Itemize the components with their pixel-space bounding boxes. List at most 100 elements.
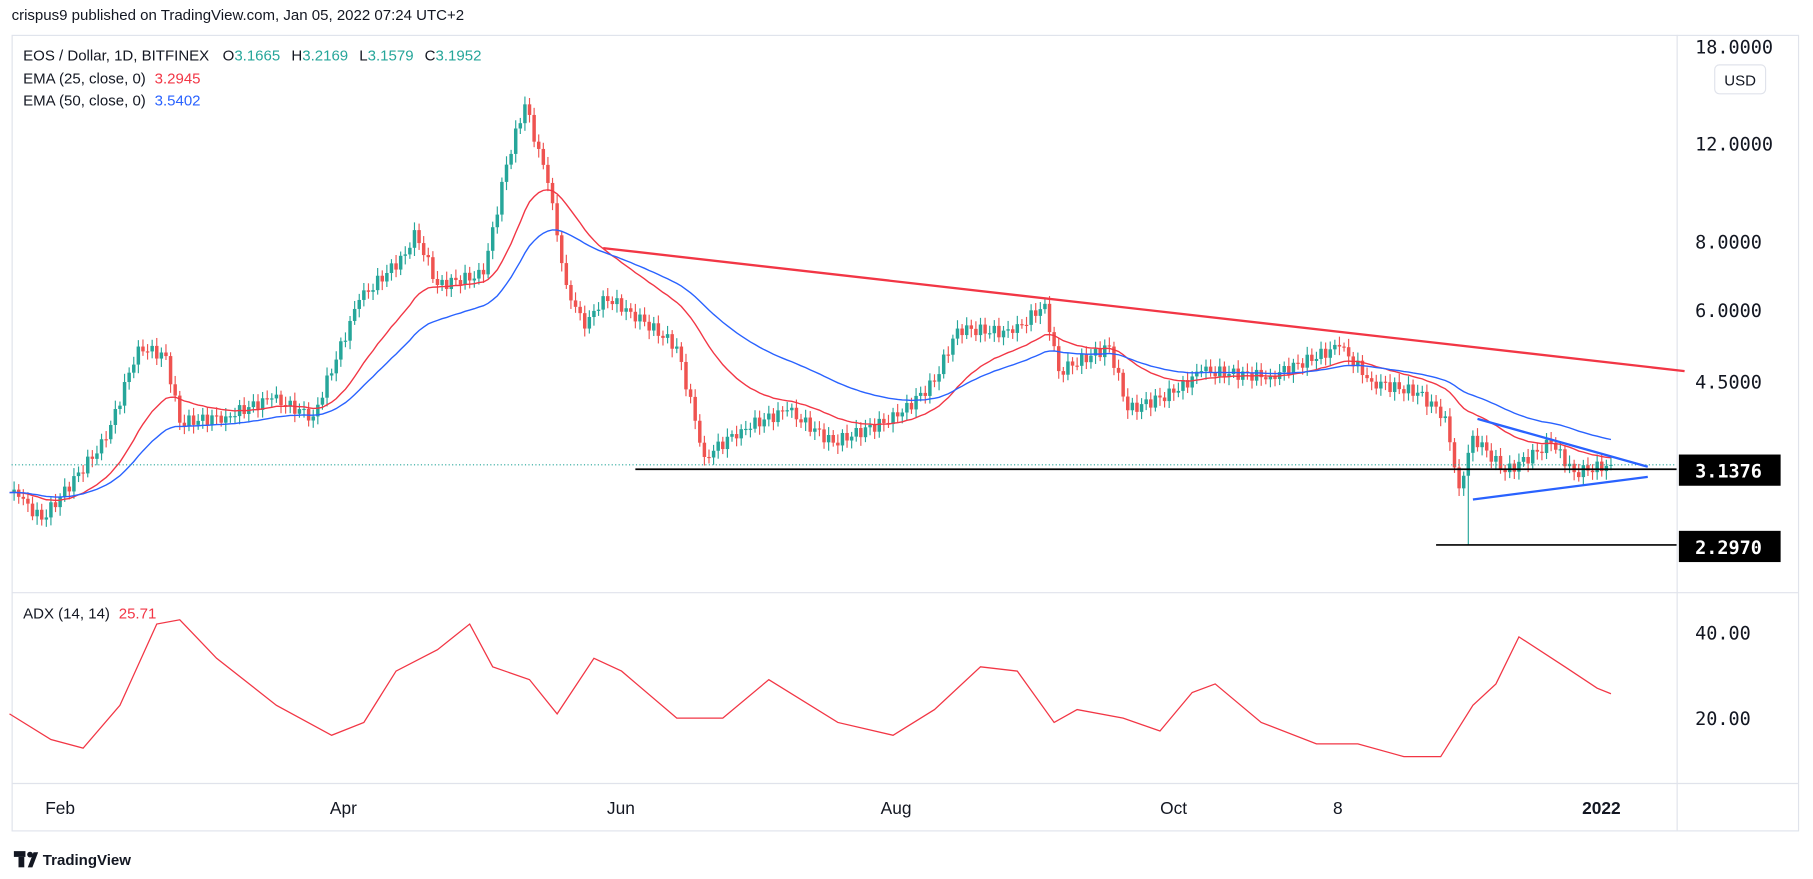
candle-body bbox=[21, 496, 26, 499]
adx-line bbox=[9, 619, 1612, 758]
candle-body bbox=[822, 429, 826, 443]
candle-body bbox=[168, 356, 173, 385]
ohlc-legend: EOS / Dollar, 1D, BITFINEX O3.1665 H3.21… bbox=[23, 47, 481, 64]
price-plot[interactable] bbox=[9, 96, 1685, 546]
candle-body bbox=[481, 269, 486, 275]
candle-body bbox=[730, 434, 734, 437]
candle-body bbox=[868, 424, 872, 428]
candle-body bbox=[1296, 362, 1300, 364]
candle-body bbox=[1415, 392, 1420, 396]
candle-body bbox=[1001, 330, 1006, 338]
candle-body bbox=[1434, 401, 1438, 407]
candle-body bbox=[1544, 439, 1549, 454]
candle-body bbox=[711, 450, 716, 458]
candle-body bbox=[1397, 382, 1402, 390]
price-tag-2-2970: 2.2970 bbox=[1678, 530, 1781, 563]
candle-body bbox=[665, 334, 670, 338]
candle-body bbox=[1558, 449, 1563, 451]
candle-body bbox=[808, 417, 812, 432]
candle-body bbox=[371, 290, 375, 292]
candle-body bbox=[661, 335, 665, 338]
price-tick: 12.0000 bbox=[1695, 134, 1773, 155]
candle-body bbox=[242, 405, 246, 414]
time-tick: Aug bbox=[881, 798, 912, 818]
chart-frame bbox=[11, 34, 1800, 832]
candle-body bbox=[426, 255, 431, 258]
candle-body bbox=[1461, 475, 1466, 489]
candle-body bbox=[136, 346, 141, 365]
candle-body bbox=[67, 486, 72, 492]
ema50-legend[interactable]: EMA (50, close, 0) 3.5402 bbox=[23, 92, 200, 109]
triangle-upper-line bbox=[1477, 417, 1649, 468]
price-tick: 4.5000 bbox=[1695, 373, 1762, 394]
candle-body bbox=[44, 517, 49, 520]
candle-body bbox=[490, 227, 495, 251]
price-tag-label: 2.2970 bbox=[1695, 538, 1762, 559]
candle-body bbox=[352, 308, 357, 321]
candle-body bbox=[716, 441, 720, 451]
candle-body bbox=[12, 489, 16, 493]
candle-body bbox=[960, 328, 964, 336]
candle-body bbox=[675, 346, 679, 349]
candle-body bbox=[398, 255, 403, 270]
candle-body bbox=[90, 456, 95, 459]
candle-body bbox=[918, 392, 923, 396]
candle-body bbox=[49, 502, 53, 518]
adx-axis[interactable]: 40.00 20.00 bbox=[1695, 624, 1751, 731]
time-tick: Oct bbox=[1160, 798, 1187, 818]
tradingview-logo[interactable]: TradingView bbox=[13, 851, 131, 869]
ema50-value: 3.5402 bbox=[155, 92, 201, 109]
candle-body bbox=[99, 439, 104, 454]
candle-body bbox=[104, 439, 108, 441]
price-axis[interactable]: 18.0000 12.0000 8.0000 6.0000 4.5000 bbox=[1695, 37, 1773, 393]
candle-body bbox=[145, 351, 150, 353]
candle-body bbox=[1498, 455, 1503, 470]
candle-body bbox=[1144, 399, 1148, 405]
currency-button[interactable]: USD bbox=[1714, 64, 1767, 95]
candle-body bbox=[1471, 435, 1475, 453]
candle-body bbox=[1176, 390, 1181, 393]
candle-body bbox=[113, 408, 118, 425]
candle-body bbox=[109, 424, 113, 440]
candle-body bbox=[1314, 358, 1319, 361]
candle-body bbox=[1038, 309, 1043, 316]
candle-body bbox=[118, 405, 122, 409]
candle-body bbox=[601, 296, 605, 310]
candle-body bbox=[394, 263, 398, 270]
adx-plot[interactable] bbox=[9, 619, 1612, 758]
candle-body bbox=[1089, 355, 1093, 363]
price-tag-3-1376: 3.1376 bbox=[1678, 454, 1781, 486]
candle-body bbox=[316, 404, 320, 417]
candle-body bbox=[1379, 381, 1383, 389]
candle-body bbox=[467, 272, 472, 281]
candle-body bbox=[380, 275, 384, 282]
candle-body bbox=[320, 397, 325, 405]
candle-body bbox=[1139, 404, 1144, 412]
ema25-legend[interactable]: EMA (25, close, 0) 3.2945 bbox=[23, 70, 200, 87]
candle-body bbox=[583, 313, 587, 329]
candle-body bbox=[826, 435, 831, 443]
adx-legend[interactable]: ADX (14, 14) 25.71 bbox=[23, 606, 156, 623]
candle-body bbox=[196, 420, 200, 425]
candle-body bbox=[454, 277, 458, 281]
price-tick: 6.0000 bbox=[1695, 301, 1762, 322]
candle-body bbox=[357, 299, 361, 309]
candle-body bbox=[58, 496, 62, 508]
candle-body bbox=[1162, 397, 1167, 402]
candle-body bbox=[1365, 375, 1369, 379]
candle-body bbox=[500, 181, 504, 215]
time-axis[interactable]: Feb Apr Jun Aug Oct 8 2022 bbox=[45, 798, 1620, 818]
candle-body bbox=[997, 325, 1001, 338]
tradingview-brand: TradingView bbox=[43, 852, 131, 869]
candle-body bbox=[164, 352, 168, 357]
candle-body bbox=[1600, 461, 1604, 472]
candle-body bbox=[550, 182, 555, 204]
candle-body bbox=[1457, 467, 1461, 489]
candle-body bbox=[1222, 366, 1227, 377]
candle-body bbox=[210, 415, 214, 425]
candle-body bbox=[684, 361, 688, 390]
candle-body bbox=[1287, 366, 1291, 375]
candle-body bbox=[518, 123, 523, 129]
candle-body bbox=[1328, 349, 1332, 358]
candle-body bbox=[233, 416, 237, 418]
